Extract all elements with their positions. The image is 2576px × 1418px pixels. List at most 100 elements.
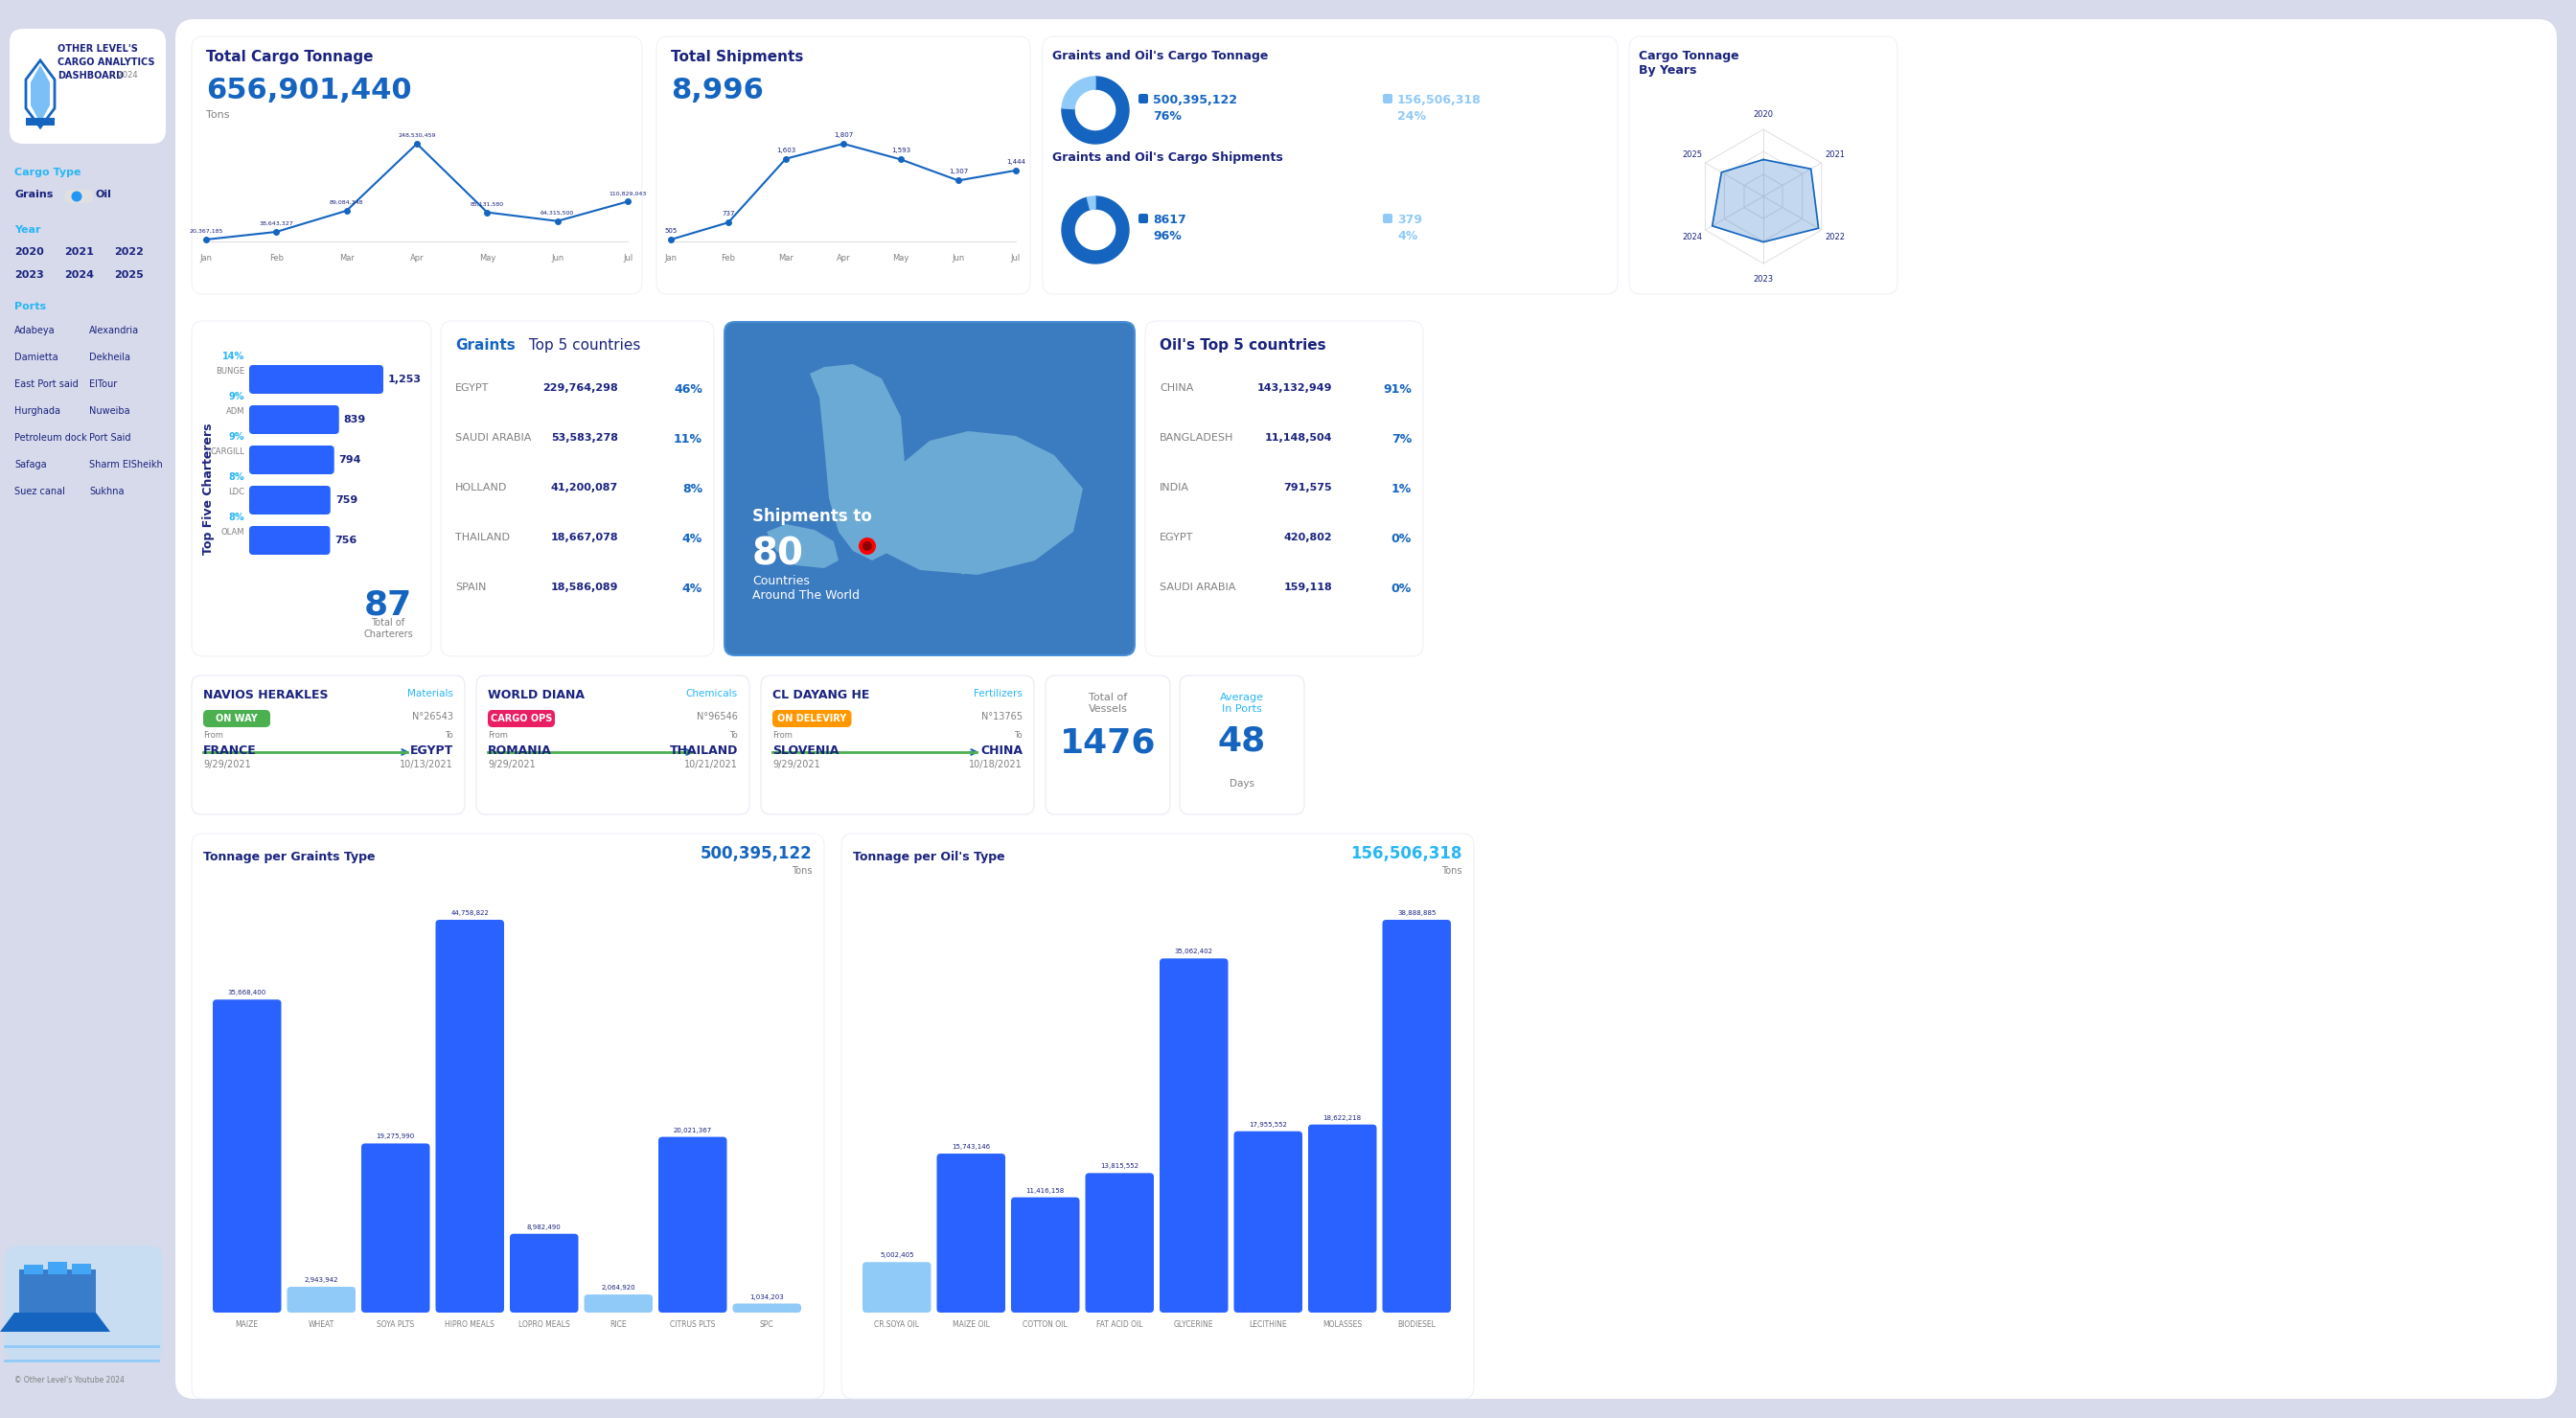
Text: Countries
Around The World: Countries Around The World bbox=[752, 574, 860, 601]
Text: 2021: 2021 bbox=[1824, 150, 1844, 159]
Text: 656,901,440: 656,901,440 bbox=[206, 77, 412, 105]
Text: 2020: 2020 bbox=[1754, 109, 1772, 118]
Text: From: From bbox=[773, 732, 793, 740]
Text: 48: 48 bbox=[1218, 725, 1265, 757]
Text: Jun: Jun bbox=[551, 254, 564, 262]
Text: 35,668,400: 35,668,400 bbox=[227, 990, 265, 995]
Text: 2022: 2022 bbox=[113, 247, 144, 257]
Text: 791,575: 791,575 bbox=[1283, 484, 1332, 492]
Text: 505: 505 bbox=[665, 228, 677, 234]
Text: 1,593: 1,593 bbox=[891, 147, 909, 153]
Text: 38,888,885: 38,888,885 bbox=[1396, 910, 1435, 916]
FancyBboxPatch shape bbox=[1383, 214, 1394, 223]
Text: 41,200,087: 41,200,087 bbox=[551, 484, 618, 492]
Text: Tons: Tons bbox=[1443, 866, 1463, 876]
Text: Days: Days bbox=[1229, 778, 1255, 788]
Text: 53,583,278: 53,583,278 bbox=[551, 432, 618, 442]
Text: 143,132,949: 143,132,949 bbox=[1257, 383, 1332, 393]
Polygon shape bbox=[891, 503, 940, 552]
Polygon shape bbox=[768, 525, 840, 569]
FancyBboxPatch shape bbox=[732, 1303, 801, 1313]
Text: 17,955,552: 17,955,552 bbox=[1249, 1122, 1288, 1127]
Text: BIODIESEL: BIODIESEL bbox=[1399, 1320, 1435, 1329]
Text: 10/21/2021: 10/21/2021 bbox=[685, 760, 737, 770]
Text: 156,506,318: 156,506,318 bbox=[1350, 845, 1463, 862]
Text: 9%: 9% bbox=[229, 432, 245, 441]
FancyBboxPatch shape bbox=[659, 1137, 726, 1313]
Text: 35,062,402: 35,062,402 bbox=[1175, 949, 1213, 954]
Text: BUNGE: BUNGE bbox=[216, 367, 245, 376]
Text: CR.SOYA OIL: CR.SOYA OIL bbox=[873, 1320, 920, 1329]
Text: Tons: Tons bbox=[791, 866, 811, 876]
Text: To: To bbox=[729, 732, 737, 740]
Text: 2023: 2023 bbox=[1754, 275, 1772, 284]
Text: CHINA: CHINA bbox=[1159, 383, 1193, 393]
FancyBboxPatch shape bbox=[1383, 94, 1394, 104]
Text: ON WAY: ON WAY bbox=[216, 713, 258, 723]
Text: CARGO ANALYTICS: CARGO ANALYTICS bbox=[57, 58, 155, 67]
Text: THAILAND: THAILAND bbox=[670, 744, 737, 757]
Text: May: May bbox=[891, 254, 909, 262]
FancyBboxPatch shape bbox=[1046, 675, 1170, 814]
Text: 9%: 9% bbox=[229, 391, 245, 401]
Text: Jul: Jul bbox=[1010, 254, 1020, 262]
Text: 4%: 4% bbox=[683, 583, 703, 596]
Text: 80: 80 bbox=[752, 536, 804, 573]
Text: Damietta: Damietta bbox=[15, 353, 59, 362]
Text: 87: 87 bbox=[363, 590, 412, 623]
Text: Top 5 countries: Top 5 countries bbox=[523, 339, 641, 353]
Text: WHEAT: WHEAT bbox=[309, 1320, 335, 1329]
Text: Alexandria: Alexandria bbox=[90, 326, 139, 335]
Text: SPAIN: SPAIN bbox=[456, 583, 487, 593]
Text: N°13765: N°13765 bbox=[981, 712, 1023, 722]
Text: 1,253: 1,253 bbox=[389, 374, 422, 384]
Text: Dekheila: Dekheila bbox=[90, 353, 131, 362]
Polygon shape bbox=[1713, 159, 1819, 242]
Text: OTHER LEVEL'S: OTHER LEVEL'S bbox=[57, 44, 139, 54]
Text: INDIA: INDIA bbox=[1159, 484, 1190, 492]
Text: 2022: 2022 bbox=[1824, 234, 1844, 242]
FancyBboxPatch shape bbox=[1010, 1197, 1079, 1313]
FancyBboxPatch shape bbox=[64, 190, 93, 203]
Text: 839: 839 bbox=[343, 415, 366, 424]
Text: 8%: 8% bbox=[229, 512, 245, 522]
Text: 2025: 2025 bbox=[113, 271, 144, 279]
Text: WORLD DIANA: WORLD DIANA bbox=[487, 689, 585, 702]
FancyBboxPatch shape bbox=[585, 1295, 652, 1313]
Text: To: To bbox=[446, 732, 453, 740]
Text: Materials: Materials bbox=[407, 689, 453, 699]
Text: 2,064,920: 2,064,920 bbox=[600, 1285, 636, 1290]
Text: To: To bbox=[1015, 732, 1023, 740]
FancyBboxPatch shape bbox=[1309, 1124, 1376, 1313]
FancyBboxPatch shape bbox=[191, 320, 430, 657]
Text: 2021: 2021 bbox=[64, 247, 93, 257]
Text: Cargo Tonnage
By Years: Cargo Tonnage By Years bbox=[1638, 50, 1739, 77]
Text: HOLLAND: HOLLAND bbox=[456, 484, 507, 492]
Text: 794: 794 bbox=[340, 455, 361, 465]
Text: SAUDI ARABIA: SAUDI ARABIA bbox=[1159, 583, 1236, 593]
Text: 379: 379 bbox=[1396, 214, 1422, 225]
Text: 2023: 2023 bbox=[15, 271, 44, 279]
Text: 20,021,367: 20,021,367 bbox=[672, 1127, 711, 1133]
Text: Total Cargo Tonnage: Total Cargo Tonnage bbox=[206, 50, 374, 64]
Text: Adabeya: Adabeya bbox=[15, 326, 54, 335]
Text: 76%: 76% bbox=[1154, 111, 1182, 122]
Text: EGYPT: EGYPT bbox=[1159, 533, 1193, 542]
Text: SLOVENIA: SLOVENIA bbox=[773, 744, 840, 757]
Polygon shape bbox=[1087, 197, 1095, 210]
Text: 4%: 4% bbox=[683, 533, 703, 545]
FancyBboxPatch shape bbox=[724, 320, 1136, 657]
Bar bbox=[49, 1262, 67, 1275]
Text: 2024: 2024 bbox=[116, 71, 137, 79]
Text: Fertilizers: Fertilizers bbox=[974, 689, 1023, 699]
Polygon shape bbox=[809, 364, 907, 560]
Polygon shape bbox=[1061, 77, 1128, 143]
Text: Jun: Jun bbox=[953, 254, 963, 262]
FancyBboxPatch shape bbox=[250, 445, 335, 474]
Text: Tons: Tons bbox=[206, 111, 229, 119]
Text: Jul: Jul bbox=[623, 254, 634, 262]
Text: Chemicals: Chemicals bbox=[685, 689, 737, 699]
Polygon shape bbox=[1061, 197, 1128, 264]
Text: 8%: 8% bbox=[683, 484, 703, 495]
Text: ElTour: ElTour bbox=[90, 380, 116, 389]
